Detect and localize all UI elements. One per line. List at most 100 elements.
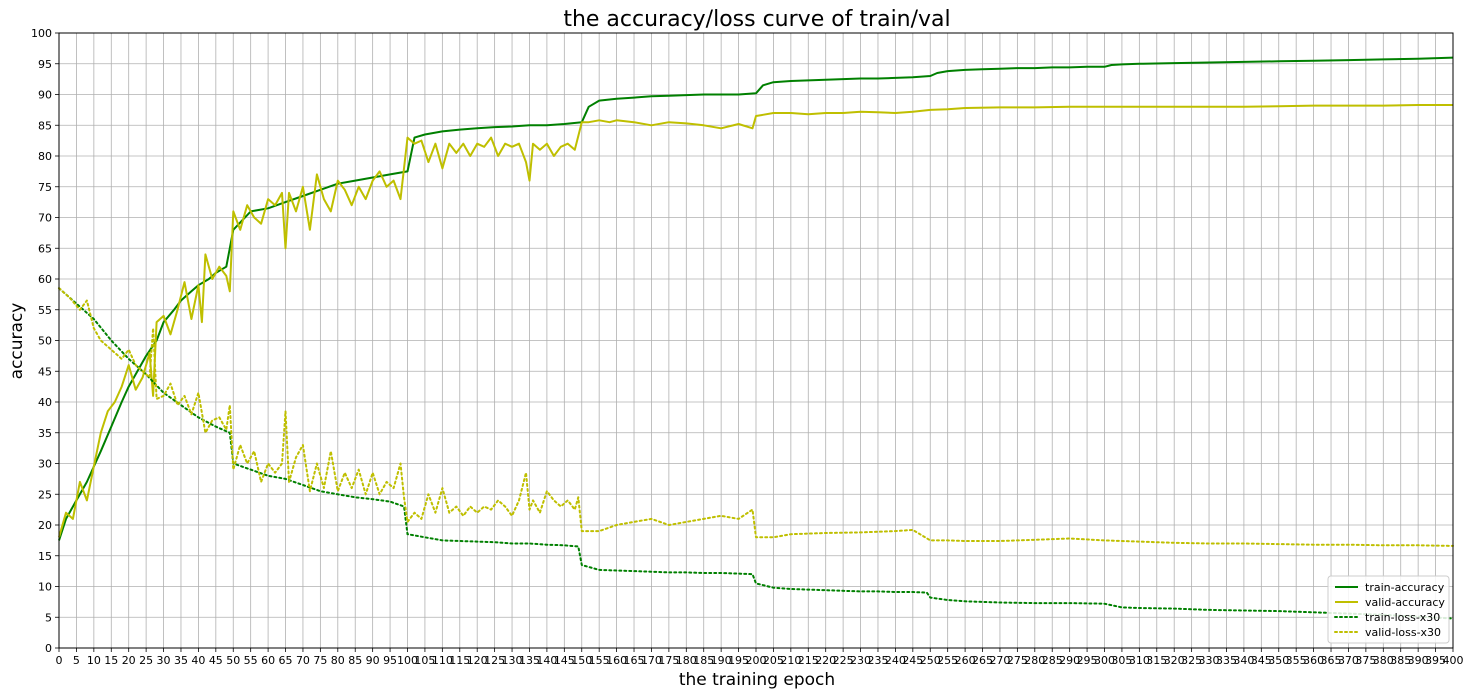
x-tick-label: 30 (157, 654, 171, 667)
y-tick-label: 15 (38, 550, 52, 563)
x-tick-label: 60 (261, 654, 275, 667)
x-tick-label: 350 (1268, 654, 1289, 667)
x-tick-label: 400 (1443, 654, 1464, 667)
y-tick-label: 45 (38, 365, 52, 378)
y-tick-label: 55 (38, 304, 52, 317)
x-tick-label: 260 (955, 654, 976, 667)
x-tick-label: 5 (73, 654, 80, 667)
y-tick-label: 0 (45, 642, 52, 655)
y-tick-label: 50 (38, 335, 52, 348)
x-tick-label: 170 (641, 654, 662, 667)
y-tick-label: 70 (38, 212, 52, 225)
x-tick-label: 100 (397, 654, 418, 667)
x-tick-label: 140 (536, 654, 557, 667)
x-tick-label: 115 (449, 654, 470, 667)
x-tick-label: 315 (1146, 654, 1167, 667)
x-tick-label: 80 (331, 654, 345, 667)
y-tick-label: 5 (45, 611, 52, 624)
x-tick-label: 380 (1373, 654, 1394, 667)
x-tick-label: 295 (1077, 654, 1098, 667)
x-tick-label: 105 (414, 654, 435, 667)
x-tick-label: 310 (1129, 654, 1150, 667)
x-tick-label: 145 (554, 654, 575, 667)
x-tick-label: 215 (798, 654, 819, 667)
x-tick-label: 305 (1111, 654, 1132, 667)
y-tick-label: 20 (38, 519, 52, 532)
x-tick-label: 25 (139, 654, 153, 667)
y-tick-label: 100 (31, 27, 52, 40)
y-tick-label: 85 (38, 119, 52, 132)
x-tick-label: 340 (1233, 654, 1254, 667)
legend-label-valid-accuracy: valid-accuracy (1365, 596, 1445, 609)
x-tick-label: 375 (1355, 654, 1376, 667)
x-tick-label: 355 (1286, 654, 1307, 667)
x-tick-label: 155 (589, 654, 610, 667)
series-line-train-accuracy (58, 56, 1454, 541)
x-tick-label: 75 (313, 654, 327, 667)
x-tick-label: 50 (226, 654, 240, 667)
y-tick-label: 10 (38, 581, 52, 594)
x-tick-label: 265 (972, 654, 993, 667)
x-tick-label: 325 (1181, 654, 1202, 667)
chart-title: the accuracy/loss curve of train/val (563, 7, 950, 32)
x-tick-label: 335 (1216, 654, 1237, 667)
x-tick-label: 280 (1024, 654, 1045, 667)
x-tick-label: 180 (676, 654, 697, 667)
x-tick-label: 195 (728, 654, 749, 667)
x-tick-label: 320 (1164, 654, 1185, 667)
x-tick-label: 55 (244, 654, 258, 667)
y-tick-label: 90 (38, 89, 52, 102)
x-tick-label: 270 (989, 654, 1010, 667)
grid-lines (58, 32, 1454, 649)
x-tick-label: 365 (1321, 654, 1342, 667)
y-axis-label: accuracy (7, 303, 27, 380)
x-tick-label: 345 (1251, 654, 1272, 667)
x-tick-label: 160 (606, 654, 627, 667)
x-tick-label: 230 (850, 654, 871, 667)
x-tick-label: 165 (624, 654, 645, 667)
x-tick-label: 135 (519, 654, 540, 667)
series-line-valid-accuracy (58, 104, 1453, 538)
y-tick-label: 65 (38, 242, 52, 255)
x-tick-label: 225 (833, 654, 854, 667)
y-tick-label: 40 (38, 396, 52, 409)
series-line-train-loss-x30 (58, 287, 1454, 620)
series-layer (58, 56, 1454, 620)
x-axis-label: the training epoch (679, 670, 835, 690)
y-tick-label: 95 (38, 58, 52, 71)
y-tick-label: 60 (38, 273, 52, 286)
y-tick-label: 75 (38, 181, 52, 194)
x-tick-label: 255 (937, 654, 958, 667)
x-tick-label: 40 (191, 654, 205, 667)
x-tick-label: 0 (56, 654, 63, 667)
x-tick-label: 120 (467, 654, 488, 667)
x-tick-label: 240 (885, 654, 906, 667)
legend: train-accuracy valid-accuracy train-loss-x… (1327, 575, 1450, 644)
x-tick-label: 90 (366, 654, 380, 667)
x-tick-label: 150 (571, 654, 592, 667)
x-tick-label: 130 (502, 654, 523, 667)
y-axis-ticks: 0 5 10 15 20 25 30 35 40 45 50 55 60 65 70 75 80 85 90 95 10… (31, 27, 59, 655)
x-tick-label: 125 (484, 654, 505, 667)
x-tick-label: 110 (432, 654, 453, 667)
legend-label-train-accuracy: train-accuracy (1365, 581, 1445, 594)
legend-label-valid-loss-x30: valid-loss-x30 (1365, 626, 1441, 639)
y-tick-label: 80 (38, 150, 52, 163)
series-line-valid-loss-x30 (58, 287, 1454, 547)
x-tick-label: 200 (746, 654, 767, 667)
x-tick-label: 185 (693, 654, 714, 667)
x-tick-label: 190 (711, 654, 732, 667)
y-tick-label: 35 (38, 427, 52, 440)
x-tick-label: 330 (1199, 654, 1220, 667)
x-tick-label: 35 (174, 654, 188, 667)
x-tick-label: 245 (902, 654, 923, 667)
x-tick-label: 290 (1059, 654, 1080, 667)
x-tick-label: 235 (867, 654, 888, 667)
x-tick-label: 370 (1338, 654, 1359, 667)
x-tick-label: 85 (348, 654, 362, 667)
x-tick-label: 285 (1042, 654, 1063, 667)
x-tick-label: 210 (780, 654, 801, 667)
x-tick-label: 395 (1425, 654, 1446, 667)
